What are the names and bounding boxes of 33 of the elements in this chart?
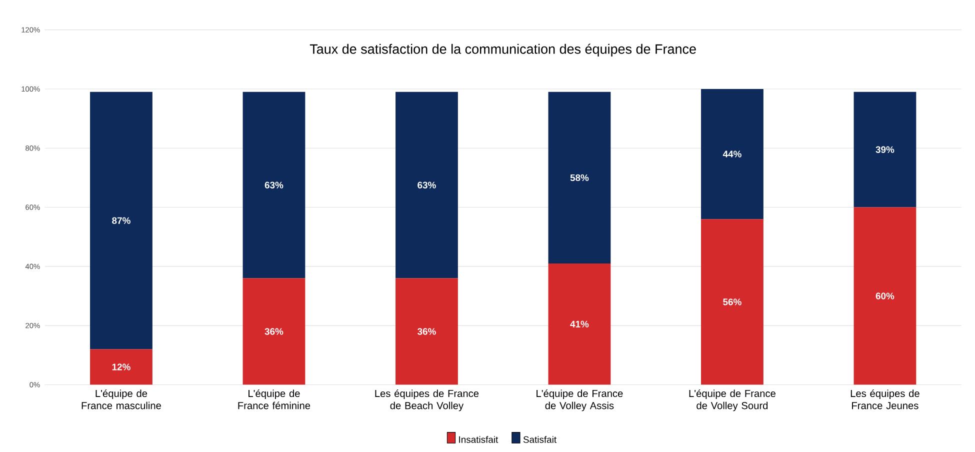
bar [396,92,458,278]
bar [242,92,306,278]
data-label: 39% [876,146,894,153]
data-label: 60% [876,292,894,300]
legend-label: Satisfait [523,436,557,443]
data-label: 44% [722,150,742,158]
x-tick-label: L'équipe de France masculine [82,389,161,410]
bar [701,88,764,220]
data-label: 63% [264,182,284,188]
bar [548,263,611,385]
data-label: 36% [264,328,284,335]
bar [90,349,152,385]
bar [90,92,152,350]
text: Taux de satisfaction de la communication des équipes de France [310,44,696,56]
bar [854,92,916,208]
data-label: 63% [418,182,436,188]
x-tick-label: L'équipe de France de Volley Assis [536,389,623,412]
bar [242,278,306,385]
data-label: 87% [112,217,130,224]
x-tick-label: Les équipes de France de Beach Volley [375,389,479,412]
data-label: 36% [417,328,436,335]
data-label: 12% [112,364,130,370]
x-tick-label: L'équipe de France de Volley Sourd [689,389,776,412]
bar [396,278,458,385]
bar [548,92,611,264]
data-label: 41% [570,320,589,328]
legend-label: Insatisfait [459,436,498,443]
data-label: 58% [570,174,589,182]
x-tick-label: Les équipes de France Jeunes [850,389,920,410]
bar [701,219,764,385]
data-label: 56% [723,298,742,306]
bar [854,207,916,385]
x-tick-label: L'équipe de France féminine [238,389,310,410]
